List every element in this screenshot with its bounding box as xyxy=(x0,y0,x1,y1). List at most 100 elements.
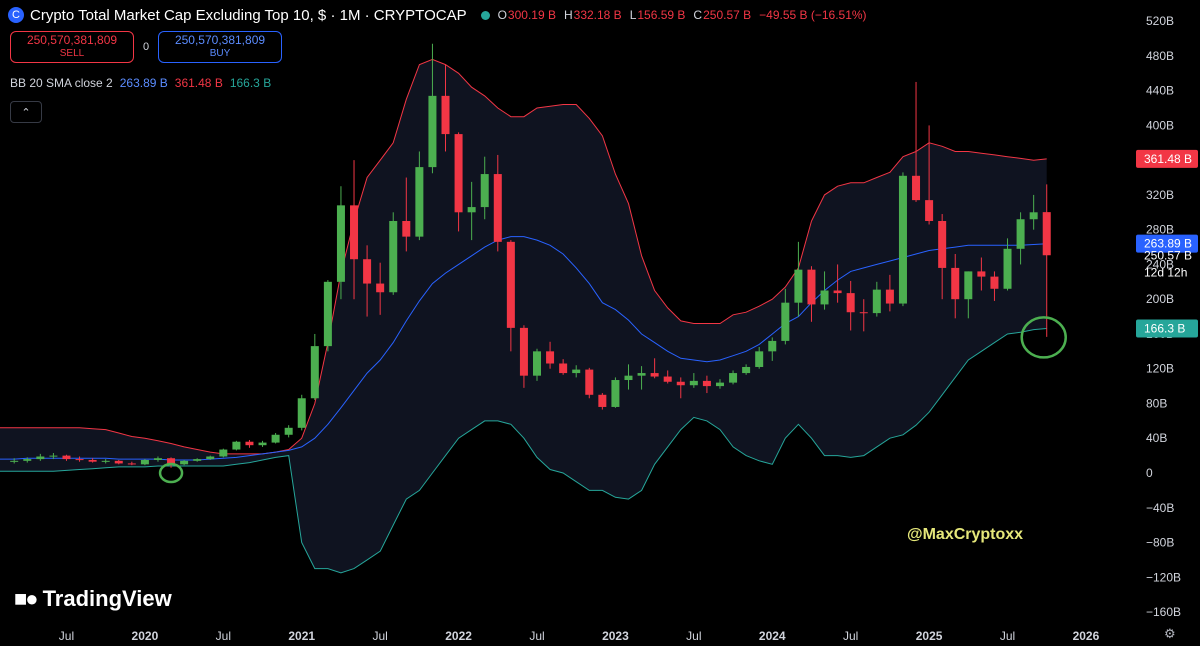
sell-button[interactable]: 250,570,381,809 SELL xyxy=(10,31,134,63)
annotation-circle xyxy=(158,462,184,484)
candle-body xyxy=(533,351,541,376)
y-tick-label: −120B xyxy=(1146,570,1181,584)
candle-body xyxy=(350,205,359,260)
x-tick-label: Jul xyxy=(216,629,231,643)
x-tick-label: 2022 xyxy=(445,629,472,643)
indicator-upper-value: 361.48 B xyxy=(174,76,223,90)
trade-panel: 250,570,381,809 SELL 0 250,570,381,809 B… xyxy=(10,31,282,63)
axis-price-label: 12d 12h xyxy=(1144,265,1187,279)
spread-value: 0 xyxy=(142,41,150,53)
candle-body xyxy=(951,267,960,300)
candle-body xyxy=(938,220,947,268)
axis-price-label: 166.3 B xyxy=(1144,321,1185,335)
candle-body xyxy=(114,460,123,464)
candle-body xyxy=(846,293,855,313)
candle-body xyxy=(859,312,868,314)
buy-price: 250,570,381,809 xyxy=(174,33,266,47)
chart-title[interactable]: Crypto Total Market Cap Excluding Top 10… xyxy=(30,6,467,24)
y-tick-label: 40B xyxy=(1146,431,1167,445)
buy-button[interactable]: 250,570,381,809 BUY xyxy=(158,31,282,63)
candle-body xyxy=(428,95,437,168)
candle-body xyxy=(467,207,476,213)
candle-body xyxy=(506,241,515,328)
candle-body xyxy=(62,455,71,460)
candle-body xyxy=(885,289,894,304)
axis-price-tag xyxy=(1136,319,1198,338)
candle-body xyxy=(415,167,424,237)
ohlc-high: H332.18 B xyxy=(563,8,622,22)
candle-body xyxy=(101,460,110,462)
sell-price: 250,570,381,809 xyxy=(26,33,118,47)
y-tick-label: 200B xyxy=(1146,292,1174,306)
candle-body xyxy=(36,456,45,460)
candle-body xyxy=(23,459,32,461)
indicator-name: BB 20 SMA close 2 xyxy=(10,76,113,90)
candle-body xyxy=(180,460,189,465)
candle-body xyxy=(206,456,215,460)
candle-body xyxy=(232,441,241,450)
candle-body xyxy=(323,281,332,347)
candle-body xyxy=(193,459,202,461)
candle-body xyxy=(572,369,581,374)
x-tick-label: Jul xyxy=(372,629,387,643)
candle-body xyxy=(336,205,345,282)
annotation-circle xyxy=(1020,316,1067,359)
axis-price-label: 361.48 B xyxy=(1144,152,1192,166)
tradingview-logo-text: TradingView xyxy=(42,586,172,611)
x-tick-label: 2024 xyxy=(759,629,786,643)
bollinger-basis-line xyxy=(0,236,1047,461)
candle-body xyxy=(454,134,463,213)
y-tick-label: 280B xyxy=(1146,223,1174,237)
axis-price-label: 250.57 B xyxy=(1144,248,1192,262)
y-tick-label: 400B xyxy=(1146,118,1174,132)
candle-body xyxy=(650,373,659,377)
y-tick-label: 0 xyxy=(1146,466,1153,480)
x-tick-label: Jul xyxy=(1000,629,1015,643)
bollinger-upper-line xyxy=(0,58,1047,455)
candle-body xyxy=(807,269,816,305)
tradingview-logo[interactable]: ■● TradingView xyxy=(14,586,172,612)
candle-body xyxy=(820,290,829,305)
collapse-legend-button[interactable]: ⌃ xyxy=(10,101,42,123)
candle-body xyxy=(925,200,934,221)
candle-body xyxy=(167,458,176,465)
candle-body xyxy=(153,458,162,460)
ohlc-change: −49.55 B (−16.51%) xyxy=(759,8,867,22)
chart-header: C Crypto Total Market Cap Excluding Top … xyxy=(8,4,867,26)
candle-body xyxy=(794,269,803,303)
chevron-up-icon: ⌃ xyxy=(21,106,31,119)
candle-body xyxy=(1016,219,1025,249)
candle-body xyxy=(258,442,267,446)
candle-body xyxy=(310,346,319,399)
author-watermark: @MaxCryptoxx xyxy=(907,526,1024,543)
candle-body xyxy=(598,394,607,407)
x-tick-label: Jul xyxy=(843,629,858,643)
candle-body xyxy=(88,459,97,462)
candle-body xyxy=(624,375,633,381)
candle-body xyxy=(663,376,672,382)
candle-body xyxy=(833,290,842,294)
x-tick-label: Jul xyxy=(59,629,74,643)
candle-body xyxy=(689,380,698,386)
x-tick-label: Jul xyxy=(686,629,701,643)
y-tick-label: −80B xyxy=(1146,536,1174,550)
candle-body xyxy=(480,174,489,208)
indicator-legend[interactable]: BB 20 SMA close 2 263.89 B 361.48 B 166.… xyxy=(10,76,271,90)
x-tick-label: 2020 xyxy=(132,629,159,643)
candle-body xyxy=(219,449,228,457)
y-tick-label: 520B xyxy=(1146,14,1174,28)
tradingview-logo-icon: ■● xyxy=(14,586,39,611)
candle-body xyxy=(742,366,751,374)
x-tick-label: 2021 xyxy=(288,629,315,643)
crypto-symbol-icon: C xyxy=(8,7,24,23)
candle-body xyxy=(10,460,19,462)
candle-body xyxy=(872,289,881,314)
gear-icon[interactable]: ⚙ xyxy=(1164,626,1176,641)
candle-body xyxy=(140,459,149,465)
candle-body xyxy=(676,381,685,386)
candle-body xyxy=(75,459,84,461)
candle-body xyxy=(977,271,986,277)
ohlc-open: O300.19 B xyxy=(497,8,556,22)
candle-body xyxy=(493,174,502,242)
